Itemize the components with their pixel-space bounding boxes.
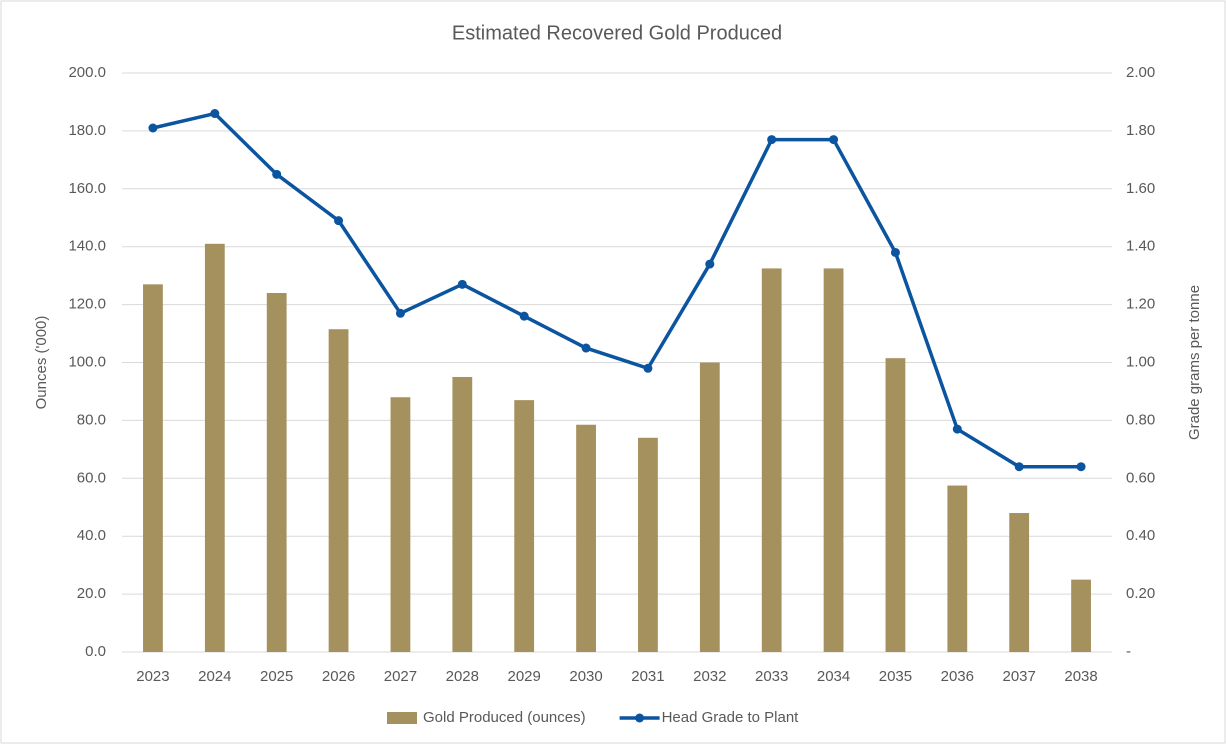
bar <box>452 376 473 652</box>
legend-label: Gold Produced (ounces) <box>423 709 586 726</box>
x-tick-label: 2038 <box>1064 668 1097 685</box>
line-marker <box>952 424 962 434</box>
x-tick-label: 2025 <box>260 668 293 685</box>
line-marker <box>519 311 529 321</box>
line-marker <box>643 363 653 373</box>
line-marker <box>767 135 777 145</box>
x-tick-label: 2033 <box>755 668 788 685</box>
x-tick-label: 2036 <box>941 668 974 685</box>
x-tick-label: 2027 <box>384 668 417 685</box>
y-tick-label: 120.0 <box>68 296 106 313</box>
y2-tick-label: 1.20 <box>1126 296 1155 313</box>
x-tick-label: 2030 <box>569 668 602 685</box>
x-tick-label: 2035 <box>879 668 912 685</box>
x-tick-label: 2029 <box>508 668 541 685</box>
bar <box>638 437 658 652</box>
y2-tick-label: - <box>1126 643 1131 660</box>
bar <box>514 400 535 652</box>
legend-marker <box>635 713 645 723</box>
y-tick-label: 180.0 <box>68 122 106 139</box>
x-tick-label: 2024 <box>198 668 231 685</box>
y2-tick-label: 1.40 <box>1126 238 1155 255</box>
y-tick-label: 60.0 <box>77 469 106 486</box>
y2-axis-label: Grade grams per tonne <box>1186 285 1203 440</box>
line-marker <box>334 216 344 226</box>
bar <box>761 268 782 652</box>
y-axis-label: Ounces ('000) <box>33 316 50 410</box>
bar <box>885 358 906 652</box>
line-marker <box>210 109 220 119</box>
line <box>152 111 1082 469</box>
y2-tick-label: 0.20 <box>1126 585 1155 602</box>
line-marker <box>1014 462 1024 472</box>
line-marker <box>829 135 839 145</box>
line-marker <box>890 247 900 257</box>
legend-swatch <box>387 712 417 724</box>
bar <box>390 397 411 652</box>
y2-tick-label: 0.80 <box>1126 411 1155 428</box>
legend-label: Head Grade to Plant <box>662 709 800 726</box>
y-tick-label: 100.0 <box>68 353 106 370</box>
x-tick-label: 2037 <box>1003 668 1036 685</box>
y2-tick-label: 0.60 <box>1126 469 1155 486</box>
bar <box>204 243 225 652</box>
y-tick-label: 0.0 <box>85 643 106 660</box>
y2-tick-label: 2.00 <box>1126 64 1155 81</box>
bar <box>823 268 844 652</box>
bar <box>1071 579 1091 652</box>
y-tick-label: 140.0 <box>68 238 106 255</box>
bar <box>699 362 720 652</box>
line-marker <box>272 169 282 179</box>
y-tick-label: 40.0 <box>77 527 106 544</box>
y-tick-label: 200.0 <box>68 64 106 81</box>
line-marker <box>457 279 467 289</box>
x-tick-label: 2034 <box>817 668 850 685</box>
bar <box>1009 513 1030 652</box>
x-tick-label: 2031 <box>631 668 664 685</box>
x-tick-label: 2023 <box>136 668 169 685</box>
x-tick-label: 2026 <box>322 668 355 685</box>
x-tick-label: 2028 <box>446 668 479 685</box>
x-tick-label: 2032 <box>693 668 726 685</box>
y2-tick-label: 1.60 <box>1126 180 1155 197</box>
line-marker <box>148 123 158 133</box>
bar <box>328 329 349 652</box>
line-marker <box>1076 462 1086 472</box>
y-tick-label: 20.0 <box>77 585 106 602</box>
y-tick-label: 160.0 <box>68 180 106 197</box>
bar <box>266 293 287 652</box>
line-marker <box>581 343 591 353</box>
y2-tick-label: 1.00 <box>1126 353 1155 370</box>
line-marker <box>395 308 405 318</box>
bar <box>143 284 163 652</box>
chart-title: Estimated Recovered Gold Produced <box>452 22 782 44</box>
y2-tick-label: 0.40 <box>1126 527 1155 544</box>
y2-tick-label: 1.80 <box>1126 122 1155 139</box>
bar <box>947 485 968 652</box>
y-tick-label: 80.0 <box>77 411 106 428</box>
bar <box>576 424 596 652</box>
line-marker <box>705 259 715 269</box>
